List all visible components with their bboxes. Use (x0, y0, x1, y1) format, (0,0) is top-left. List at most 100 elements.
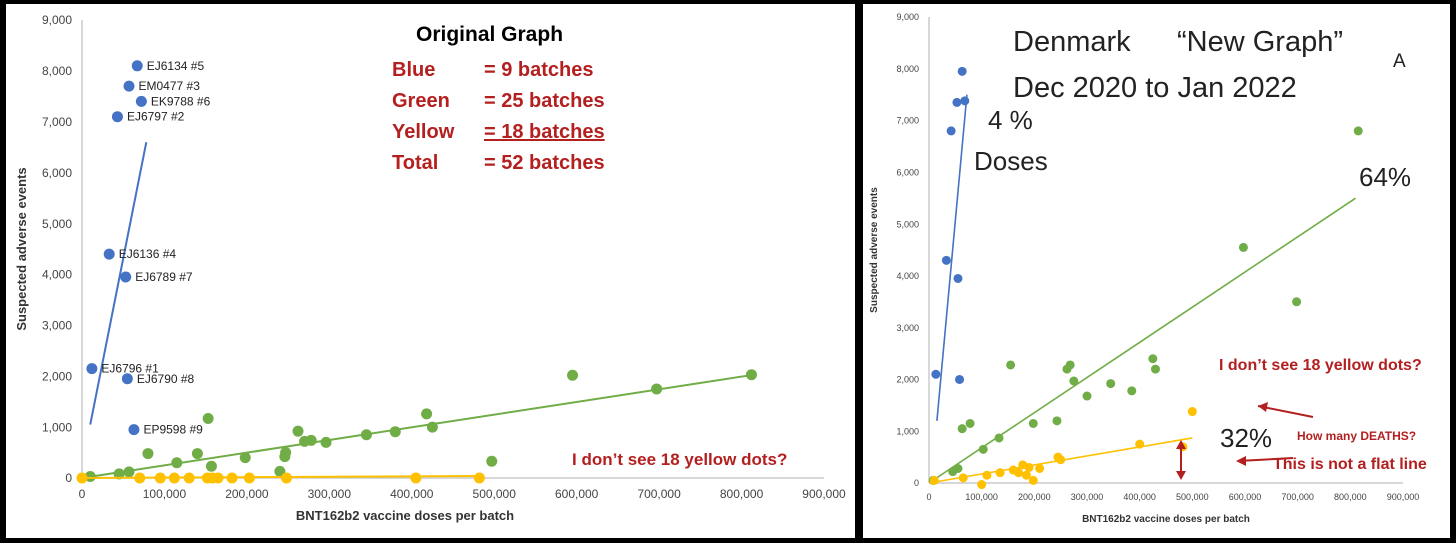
right-green-point (1082, 391, 1092, 401)
right-green-point (1006, 360, 1016, 370)
right-green-point (1150, 364, 1160, 374)
legend-blue-value: = 9 batches (484, 59, 594, 81)
left-blue-point-label: EP9598 #9 (143, 423, 203, 437)
left-green-point (205, 460, 217, 472)
right-green-point (978, 444, 988, 454)
right-blue-point (946, 126, 956, 136)
left-x-tick-label: 900,000 (802, 487, 846, 501)
left-x-tick-label: 800,000 (720, 487, 764, 501)
right-blue-point (955, 374, 965, 384)
right-green-point (1292, 297, 1302, 307)
right-y-tick-label: 3,000 (896, 323, 919, 333)
country-title: Denmark (1013, 26, 1131, 58)
right-y-tick-label: 8,000 (896, 64, 919, 74)
original-graph-title: Original Graph (416, 23, 564, 46)
green-percentage: 64% (1359, 162, 1412, 192)
left-y-tick-label: 9,000 (42, 13, 72, 27)
legend-total: Total = 52 batches (392, 152, 605, 175)
left-y-tick-label: 6,000 (42, 166, 72, 180)
original-scatter-chart: 0 100,000 200,000 300,000 400,000 500,000 600,… (14, 13, 846, 523)
left-y-tick-label: 1,000 (42, 420, 72, 434)
left-yellow-point (76, 472, 88, 484)
left-y-tick-label: 8,000 (42, 64, 72, 78)
legend-blue: Blue = 9 batches (392, 59, 594, 82)
right-yellow-point (977, 480, 987, 490)
right-green-point (1052, 416, 1062, 426)
legend-yellow-label: Yellow (392, 121, 455, 143)
left-blue-point-label: EM0477 #3 (138, 79, 200, 93)
right-yellow-point (1028, 475, 1038, 485)
arrow-to-yellow-dot (1257, 405, 1314, 418)
right-y-tick-label: 4,000 (896, 271, 919, 281)
right-x-tick-label: 800,000 (1334, 492, 1367, 502)
left-green-point (426, 421, 438, 433)
arrow-to-yellow-line (1237, 457, 1294, 462)
right-yellow-point (1021, 470, 1031, 480)
left-y-tick-label: 7,000 (42, 115, 72, 129)
right-y-tick-label: 5,000 (896, 219, 919, 229)
left-blue-point-label: EJ6796 #1 (101, 362, 159, 376)
right-x-tick-label: 500,000 (1176, 492, 1209, 502)
right-x-tick-label: 100,000 (965, 492, 998, 502)
right-green-point (1069, 376, 1079, 386)
right-y-tick-label: 1,000 (896, 426, 919, 436)
yellow-dots-note: I don’t see 18 yellow dots? (572, 450, 788, 469)
legend-green-value: = 25 batches (484, 90, 605, 112)
left-blue-point-label: EJ6797 #2 (127, 110, 185, 124)
left-yellow-point (212, 472, 224, 484)
left-blue-point (86, 363, 98, 375)
left-green-point (142, 448, 154, 460)
right-green-point (1106, 379, 1116, 389)
left-green-point (567, 369, 579, 381)
left-green-point (280, 447, 292, 459)
left-y-tick-label: 0 (65, 471, 72, 485)
left-yellow-point (473, 472, 485, 484)
right-yellow-point (1056, 455, 1066, 465)
left-blue-point (128, 424, 140, 436)
left-x-tick-label: 500,000 (473, 487, 517, 501)
left-yellow-point (183, 472, 195, 484)
left-blue-point (123, 80, 135, 92)
right-blue-point (931, 369, 941, 379)
left-y-tick-label: 5,000 (42, 217, 72, 231)
left-x-tick-label: 400,000 (390, 487, 434, 501)
left-y-tick-label: 4,000 (42, 268, 72, 282)
legend-yellow: Yellow = 18 batches (392, 121, 605, 144)
left-green-point (486, 455, 498, 467)
new-scatter-chart: 0 100,000 200,000 300,000 400,000 500,000 600,… (869, 12, 1419, 525)
left-yellow-point (280, 472, 292, 484)
flat-line-note: This is not a flat line (1273, 456, 1427, 473)
left-green-point (239, 452, 251, 464)
left-green-point (360, 429, 372, 441)
right-blue-point (953, 273, 963, 283)
right-y-tick-label: 6,000 (896, 167, 919, 177)
left-blue-point (120, 271, 132, 283)
left-green-point (171, 457, 183, 469)
left-blue-point (111, 111, 123, 123)
right-green-point (1238, 242, 1248, 252)
left-green-point (113, 468, 125, 480)
right-yellow-point (1187, 407, 1197, 417)
legend-green-label: Green (392, 90, 450, 112)
new-graph-title: “New Graph” (1177, 26, 1343, 58)
left-x-tick-label: 100,000 (143, 487, 187, 501)
right-y-tick-label: 2,000 (896, 375, 919, 385)
date-range-title: Dec 2020 to Jan 2022 (1013, 72, 1297, 104)
right-x-tick-label: 300,000 (1071, 492, 1104, 502)
right-green-point (1127, 386, 1137, 396)
right-yellow-point (1035, 464, 1045, 474)
right-blue-point (960, 96, 970, 106)
right-green-point (965, 418, 975, 428)
right-x-tick-label: 600,000 (1229, 492, 1262, 502)
left-yellow-point (226, 472, 238, 484)
left-x-tick-label: 600,000 (555, 487, 599, 501)
right-y-tick-label: 0 (914, 478, 919, 488)
left-blue-point (103, 248, 115, 260)
legend-blue-label: Blue (392, 59, 436, 81)
legend-yellow-value: = 18 batches (484, 121, 605, 143)
gap-double-arrow-bottom (1176, 471, 1186, 480)
left-x-tick-label: 200,000 (225, 487, 269, 501)
left-green-point (320, 436, 332, 448)
left-green-trendline (81, 373, 755, 479)
original-graph-panel: 0 100,000 200,000 300,000 400,000 500,000 600,… (6, 4, 855, 538)
